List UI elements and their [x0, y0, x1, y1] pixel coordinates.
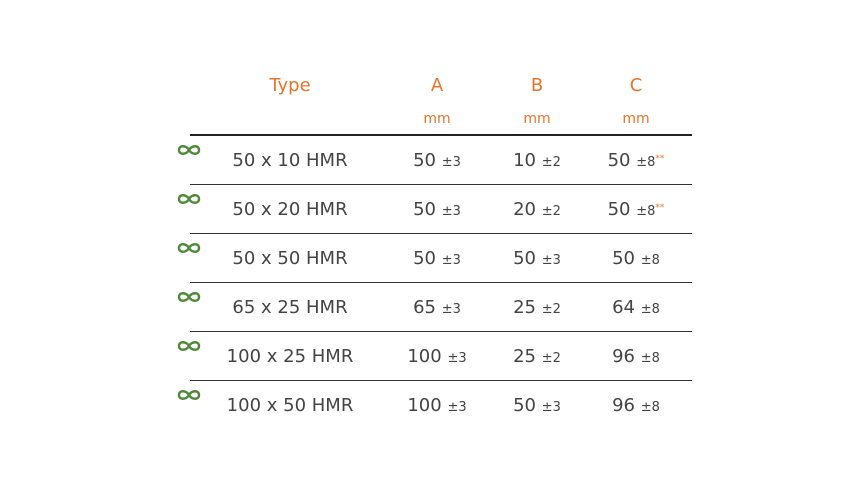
cell-b-tolerance: ±3: [541, 400, 561, 415]
cell-b: 25 ±2: [492, 346, 582, 367]
cell-c-value: 96: [612, 346, 635, 367]
cell-a: 100 ±3: [392, 395, 482, 416]
cell-c-tolerance: ±8: [640, 253, 660, 268]
cell-a-tolerance: ±3: [447, 351, 467, 366]
cell-c-value: 50: [607, 199, 631, 220]
cell-b-value: 20: [513, 199, 536, 220]
cell-c-tolerance: ±8: [636, 155, 656, 170]
cell-type: 50 x 50 HMR: [205, 248, 375, 269]
table-row: 65 x 25 HMR 65 ±3 25 ±2 64 ±8: [0, 283, 848, 332]
cell-a-tolerance: ±3: [441, 204, 461, 219]
cell-b-value: 25: [513, 297, 536, 318]
cell-a: 65 ±3: [392, 297, 482, 318]
cell-b-tolerance: ±2: [541, 155, 561, 170]
cell-c: 50 ±8**: [588, 150, 684, 171]
cell-a: 50 ±3: [392, 150, 482, 171]
cell-type: 50 x 10 HMR: [205, 150, 375, 171]
cell-a-value: 50: [413, 248, 436, 269]
row-divider: [190, 380, 692, 381]
header-b: B: [530, 75, 544, 96]
cell-a-tolerance: ±3: [441, 302, 461, 317]
header-type: Type: [269, 75, 311, 96]
unit-c: mm: [622, 111, 650, 127]
cell-type-value: 50 x 50 HMR: [232, 248, 348, 269]
cell-type-value: 100 x 25 HMR: [226, 346, 354, 367]
cell-c-tolerance: ±8: [640, 351, 660, 366]
cell-type-value: 65 x 25 HMR: [232, 297, 348, 318]
infinity-icon: [176, 289, 202, 303]
cell-b-value: 50: [513, 248, 536, 269]
header-c: C: [629, 75, 643, 96]
cell-b-tolerance: ±2: [541, 204, 561, 219]
infinity-icon: [176, 142, 202, 156]
cell-c-value: 50: [607, 150, 631, 171]
cell-c: 96 ±8: [588, 346, 684, 367]
table-row: 50 x 10 HMR 50 ±3 10 ±2 50 ±8**: [0, 136, 848, 185]
unit-b: mm: [523, 111, 551, 127]
cell-a: 100 ±3: [392, 346, 482, 367]
cell-c: 64 ±8: [588, 297, 684, 318]
row-divider: [190, 331, 692, 332]
cell-b-tolerance: ±2: [541, 351, 561, 366]
row-divider: [190, 282, 692, 283]
cell-type: 100 x 25 HMR: [205, 346, 375, 367]
cell-a-tolerance: ±3: [447, 400, 467, 415]
cell-a: 50 ±3: [392, 248, 482, 269]
cell-b: 20 ±2: [492, 199, 582, 220]
table-row: 50 x 50 HMR 50 ±3 50 ±3 50 ±8: [0, 234, 848, 283]
infinity-icon: [176, 191, 202, 205]
cell-b: 10 ±2: [492, 150, 582, 171]
cell-b-value: 50: [513, 395, 536, 416]
cell-a-value: 100: [407, 346, 442, 367]
cell-c: 96 ±8: [588, 395, 684, 416]
cell-type-value: 50 x 10 HMR: [232, 150, 348, 171]
cell-c-footnote-mark: **: [655, 203, 665, 213]
header-divider: [190, 134, 692, 136]
cell-c: 50 ±8**: [588, 199, 684, 220]
cell-c-tolerance: ±8: [640, 302, 660, 317]
row-divider: [190, 184, 692, 185]
cell-a: 50 ±3: [392, 199, 482, 220]
table-row: 50 x 20 HMR 50 ±3 20 ±2 50 ±8**: [0, 185, 848, 234]
cell-type: 65 x 25 HMR: [205, 297, 375, 318]
cell-c-value: 50: [612, 248, 635, 269]
cell-b-value: 25: [513, 346, 536, 367]
table-row: 100 x 25 HMR 100 ±3 25 ±2 96 ±8: [0, 332, 848, 381]
cell-b: 50 ±3: [492, 395, 582, 416]
row-divider: [190, 233, 692, 234]
cell-a-tolerance: ±3: [441, 253, 461, 268]
cell-b: 50 ±3: [492, 248, 582, 269]
cell-b-tolerance: ±2: [541, 302, 561, 317]
header-a: A: [430, 75, 444, 96]
infinity-icon: [176, 387, 202, 401]
cell-c-value: 96: [612, 395, 635, 416]
cell-type: 100 x 50 HMR: [205, 395, 375, 416]
cell-c-value: 64: [612, 297, 635, 318]
infinity-icon: [176, 240, 202, 254]
infinity-icon: [176, 338, 202, 352]
cell-a-tolerance: ±3: [441, 155, 461, 170]
cell-a-value: 100: [407, 395, 442, 416]
cell-c-tolerance: ±8: [640, 400, 660, 415]
cell-b-value: 10: [513, 150, 536, 171]
cell-c: 50 ±8: [588, 248, 684, 269]
cell-c-footnote-mark: **: [655, 154, 665, 164]
cell-c-tolerance: ±8: [636, 204, 656, 219]
cell-b-tolerance: ±3: [541, 253, 561, 268]
cell-a-value: 65: [413, 297, 436, 318]
unit-a: mm: [423, 111, 451, 127]
cell-type: 50 x 20 HMR: [205, 199, 375, 220]
cell-b: 25 ±2: [492, 297, 582, 318]
cell-type-value: 50 x 20 HMR: [232, 199, 348, 220]
table-row: 100 x 50 HMR 100 ±3 50 ±3 96 ±8: [0, 381, 848, 430]
cell-a-value: 50: [413, 150, 436, 171]
cell-type-value: 100 x 50 HMR: [226, 395, 354, 416]
cell-a-value: 50: [413, 199, 436, 220]
